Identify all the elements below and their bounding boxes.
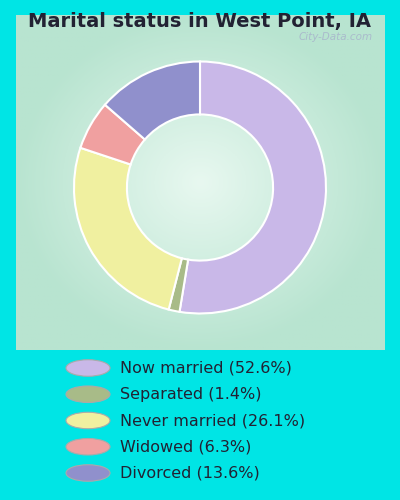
Circle shape bbox=[66, 412, 110, 428]
Text: City-Data.com: City-Data.com bbox=[299, 32, 373, 42]
Circle shape bbox=[66, 465, 110, 481]
Text: Never married (26.1%): Never married (26.1%) bbox=[120, 413, 305, 428]
Wedge shape bbox=[169, 258, 188, 312]
Wedge shape bbox=[105, 62, 200, 140]
Text: Now married (52.6%): Now married (52.6%) bbox=[120, 360, 292, 376]
Circle shape bbox=[66, 386, 110, 402]
Wedge shape bbox=[74, 148, 182, 310]
Circle shape bbox=[66, 360, 110, 376]
Wedge shape bbox=[180, 62, 326, 314]
Circle shape bbox=[66, 438, 110, 455]
Text: Marital status in West Point, IA: Marital status in West Point, IA bbox=[28, 12, 372, 32]
Text: Widowed (6.3%): Widowed (6.3%) bbox=[120, 439, 251, 454]
Text: Divorced (13.6%): Divorced (13.6%) bbox=[120, 466, 260, 480]
Wedge shape bbox=[80, 105, 145, 164]
Text: Separated (1.4%): Separated (1.4%) bbox=[120, 387, 262, 402]
